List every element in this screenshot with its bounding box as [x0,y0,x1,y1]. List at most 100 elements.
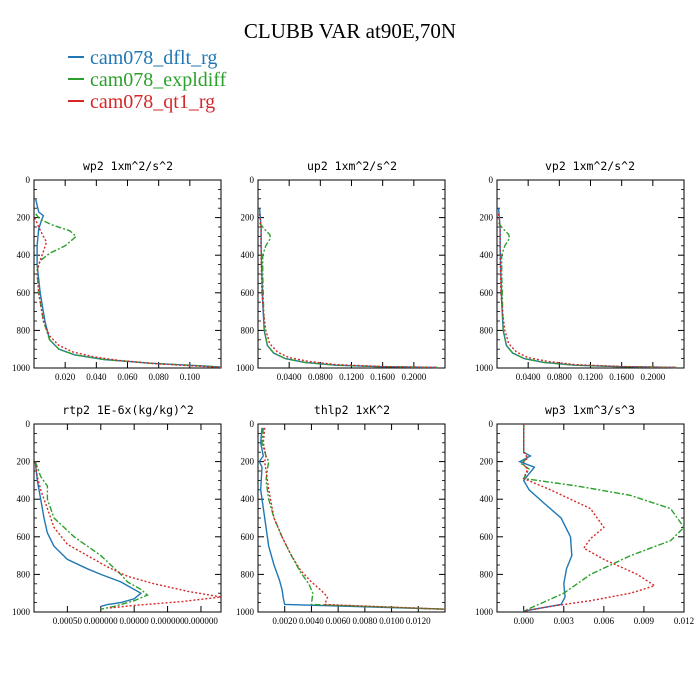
series-line-cam078_qt1_rg [34,461,222,609]
series-line-cam078_qt1_rg [258,213,438,369]
x-tick-label: 0.000 [514,616,535,626]
x-tick-label: 0.0400 [516,372,541,382]
y-tick-label: 0 [26,419,31,429]
y-tick-label: 600 [17,288,31,298]
x-tick-label: 0.1200 [339,372,364,382]
y-tick-label: 400 [241,494,255,504]
x-tick-label: 0.020 [55,372,76,382]
y-tick-label: 0 [26,175,31,185]
plot-frame [33,179,222,369]
y-tick-label: 1000 [236,607,255,617]
y-tick-label: 1000 [236,363,255,373]
panel-rtp2: rtp2 1E-6x(kg/kg)^2 0 200 400 600 800 1000 0.0… [12,403,222,626]
x-tick-label: 0.1600 [609,372,634,382]
x-tick-label: 0.000000 [184,616,218,626]
y-tick-label: 1000 [475,607,494,617]
series-line-cam078_expldiff [34,461,149,610]
series-line-cam078_dflt_rg [258,208,438,369]
legend-label-0: cam078_dflt_rg [90,47,217,69]
x-tick-label: 0.0080 [352,616,377,626]
y-tick-label: 800 [480,325,494,335]
series-line-cam078_dflt_rg [517,424,573,612]
x-tick-label: 0.0800 [308,372,333,382]
series-line-cam078_qt1_rg [262,427,446,610]
y-tick-label: 400 [480,494,494,504]
series-line-cam078_dflt_rg [258,427,446,610]
y-tick-label: 1000 [475,363,494,373]
x-tick-label: 0.00050 [53,616,83,626]
x-tick-label: 0.0040 [299,616,324,626]
panel-vp2: vp2 1xm^2/s^2 0 200 400 600 800 1000 0.0400 0.0… [475,159,685,382]
x-tick-label: 0.009 [634,616,655,626]
y-tick-label: 200 [480,457,494,467]
series-line-cam078_expldiff [35,213,222,368]
y-tick-label: 1000 [12,607,31,617]
plot-frame [496,179,685,369]
x-tick-label: 0.0020 [272,616,297,626]
y-tick-label: 400 [480,250,494,260]
x-tick-label: 0.100 [180,372,201,382]
panel-wp2: wp2 1xm^2/s^2 0 200 400 600 800 1000 0.020 0.04… [12,159,222,382]
series-line-cam078_dflt_rg [34,198,222,368]
y-tick-label: 200 [17,457,31,467]
legend-label-1: cam078_expldiff [90,69,227,91]
x-tick-label: 0.1600 [370,372,395,382]
y-tick-label: 800 [480,569,494,579]
series-line-cam078_qt1_rg [497,213,677,369]
panel-wp3: wp3 1xm^3/s^3 0 200 400 600 800 1000 0.000 0.00… [475,403,694,626]
y-tick-label: 400 [17,250,31,260]
x-tick-label: 0.012 [674,616,694,626]
series-line-cam078_dflt_rg [34,461,143,608]
y-tick-label: 0 [489,419,494,429]
series-line-cam078_expldiff [498,222,677,369]
x-tick-label: 0.040 [86,372,107,382]
series-line-cam078_expldiff [519,424,685,612]
y-tick-label: 1000 [12,363,31,373]
y-tick-label: 200 [17,213,31,223]
x-tick-label: 0.006 [594,616,615,626]
y-tick-label: 800 [17,569,31,579]
series-line-cam078_dflt_rg [497,208,677,369]
y-tick-label: 600 [480,288,494,298]
y-tick-label: 600 [17,532,31,542]
y-tick-label: 0 [489,175,494,185]
x-tick-label: 0.0100 [379,616,404,626]
y-tick-label: 0 [250,419,255,429]
y-tick-label: 400 [17,494,31,504]
panel-title: vp2 1xm^2/s^2 [545,159,635,173]
plot-frame [257,179,446,369]
panel-title: wp3 1xm^3/s^3 [545,403,635,417]
y-tick-label: 0 [250,175,255,185]
series-line-cam078_expldiff [261,427,446,610]
x-tick-label: 0.060 [117,372,138,382]
x-tick-label: 0.2000 [640,372,665,382]
plot-frame [257,423,446,613]
y-tick-label: 200 [241,213,255,223]
x-tick-label: 0.080 [149,372,170,382]
series-line-cam078_qt1_rg [521,424,657,612]
x-tick-label: 0.000000 [84,616,118,626]
series-line-cam078_expldiff [259,222,438,369]
panel-title: up2 1xm^2/s^2 [307,159,397,173]
panel-title: rtp2 1E-6x(kg/kg)^2 [62,403,194,417]
plot-frame [33,423,222,613]
y-tick-label: 800 [241,325,255,335]
y-tick-label: 200 [480,213,494,223]
x-tick-label: 0.0400 [277,372,302,382]
panel-title: wp2 1xm^2/s^2 [83,159,173,173]
y-tick-label: 600 [241,288,255,298]
y-tick-label: 800 [241,569,255,579]
series-line-cam078_qt1_rg [34,217,222,369]
y-tick-label: 600 [241,532,255,542]
x-tick-label: 0.003 [554,616,575,626]
x-tick-label: 0.0120 [406,616,431,626]
x-tick-label: 0.0060 [326,616,351,626]
panel-thlp2: thlp2 1xK^2 0 200 400 600 800 1000 0.0020 0.004… [236,403,446,626]
x-tick-label: 0.00000 [120,616,150,626]
y-tick-label: 600 [480,532,494,542]
panel-up2: up2 1xm^2/s^2 0 200 400 600 800 1000 0.0400 0.0… [236,159,446,382]
panel-title: thlp2 1xK^2 [314,403,390,417]
figure-title: CLUBB VAR at90E,70N [244,19,456,43]
y-tick-label: 200 [241,457,255,467]
